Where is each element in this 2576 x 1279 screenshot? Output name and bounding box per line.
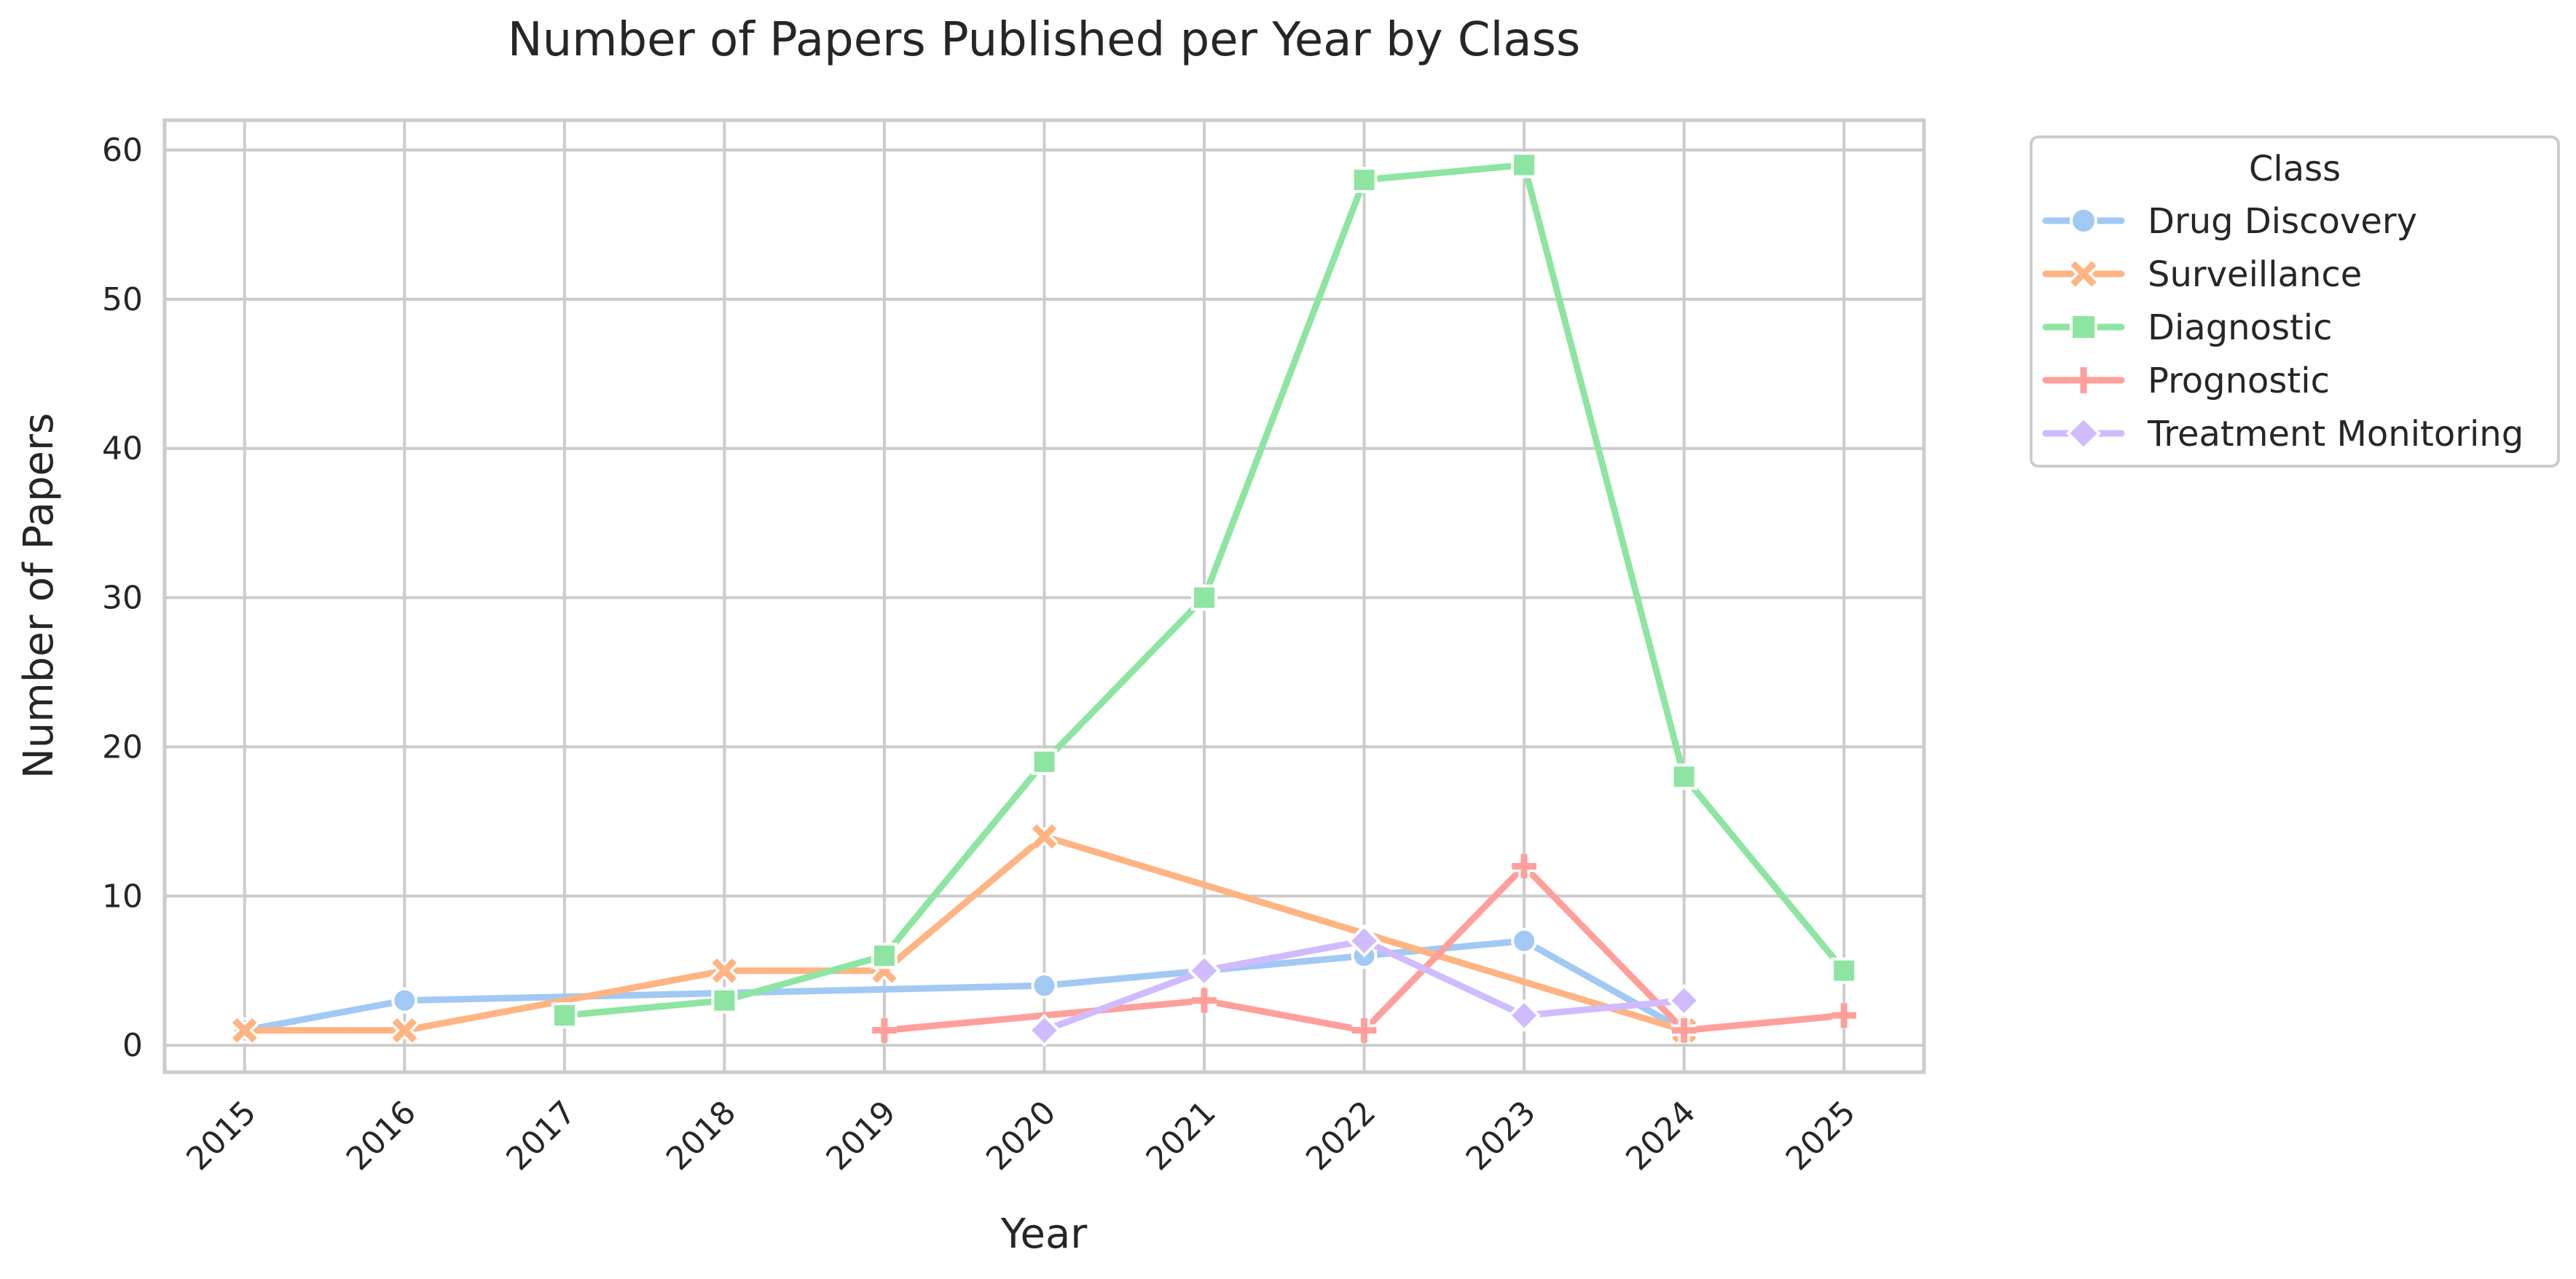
series-prognostic: [872, 854, 1857, 1043]
y-tick-label: 20: [102, 728, 143, 766]
point-marker: [2068, 259, 2099, 289]
point-marker: [2070, 313, 2097, 341]
point-marker: [872, 1018, 897, 1043]
series-diagnostic: [551, 151, 1858, 1029]
point-marker-stroke: [392, 1018, 417, 1043]
point-marker: [1351, 1018, 1377, 1043]
point-marker-stroke: [872, 1018, 897, 1043]
x-tick-label: 2024: [1619, 1094, 1703, 1178]
series-treatment-monitoring: [1027, 924, 1701, 1047]
point-marker-stroke: [1032, 824, 1057, 849]
point-marker: [230, 1016, 259, 1044]
point-marker: [1512, 854, 1536, 879]
x-tick-label: 2018: [659, 1094, 743, 1178]
x-tick-label: 2021: [1139, 1094, 1223, 1178]
point-marker: [871, 942, 898, 969]
legend-item-treatment-monitoring: Treatment Monitoring: [2042, 414, 2524, 454]
legend-item-surveillance: Surveillance: [2042, 254, 2362, 295]
point-marker: [391, 987, 418, 1014]
point-marker: [551, 1002, 578, 1029]
plot-frame: [162, 118, 1926, 1074]
point-marker: [1191, 584, 1218, 611]
point-marker: [1670, 763, 1697, 790]
point-marker-stroke: [1671, 1018, 1697, 1043]
point-marker: [1187, 953, 1221, 988]
point-marker: [711, 987, 738, 1014]
point-marker: [1031, 972, 1058, 999]
point-marker: [2070, 207, 2097, 235]
point-marker: [1511, 927, 1538, 954]
legend-label: Drug Discovery: [2148, 201, 2417, 242]
legend-item-drug-discovery: Drug Discovery: [2042, 201, 2417, 242]
series-line-surveillance: [241, 833, 1688, 1034]
point-marker-stroke: [2070, 367, 2097, 393]
x-tick-label: 2019: [819, 1094, 903, 1178]
legend-title: Class: [2249, 149, 2341, 189]
point-marker: [710, 956, 739, 985]
legend-label: Surveillance: [2148, 254, 2362, 295]
point-marker: [1347, 924, 1381, 958]
point-marker-stroke: [1512, 854, 1536, 879]
point-marker-stroke: [1351, 1018, 1377, 1043]
point-marker: [1671, 1018, 1697, 1043]
legend-label: Treatment Monitoring: [2147, 414, 2524, 454]
y-tick-label: 60: [102, 132, 143, 169]
point-marker: [1667, 983, 1701, 1018]
point-marker: [1351, 166, 1378, 193]
legend-label: Diagnostic: [2148, 307, 2333, 348]
legend-item-prognostic: Prognostic: [2042, 361, 2330, 401]
point-marker: [1031, 748, 1058, 775]
point-marker: [2070, 367, 2097, 393]
y-axis-label: Number of Papers: [15, 413, 63, 779]
y-tick-label: 30: [102, 580, 143, 617]
x-tick-label: 2025: [1779, 1094, 1863, 1178]
legend-label: Prognostic: [2148, 361, 2330, 401]
point-marker-stroke: [2070, 261, 2097, 287]
y-tick-label: 0: [122, 1027, 143, 1064]
x-tick-label: 2015: [179, 1094, 263, 1178]
x-tick-label: 2020: [979, 1094, 1063, 1178]
point-marker: [1030, 822, 1059, 851]
point-marker: [390, 1016, 419, 1044]
point-marker-stroke: [712, 958, 737, 983]
point-marker: [1831, 1003, 1857, 1028]
point-marker: [2065, 415, 2102, 452]
point-marker-stroke: [1192, 988, 1217, 1013]
x-tick-label: 2017: [499, 1094, 583, 1178]
point-marker: [1507, 999, 1541, 1032]
legend-item-diagnostic: Diagnostic: [2042, 307, 2333, 348]
legend-box: [2030, 135, 2560, 468]
x-tick-label: 2022: [1299, 1094, 1383, 1178]
point-marker-stroke: [1831, 1003, 1857, 1028]
y-tick-label: 40: [102, 430, 143, 468]
point-marker: [1511, 151, 1538, 178]
point-marker: [1192, 988, 1217, 1013]
point-marker: [1027, 1013, 1061, 1047]
y-tick-label: 10: [102, 878, 143, 915]
x-axis-label: Year: [1000, 1211, 1088, 1258]
legend: Class Drug Discovery Surveillance Diagnosti…: [2030, 135, 2560, 468]
y-tick-label: 50: [102, 281, 143, 318]
series-line-prognostic: [881, 862, 1847, 1034]
point-marker: [1831, 957, 1858, 984]
chart-title: Number of Papers Published per Year by C…: [508, 13, 1581, 67]
point-marker-stroke: [232, 1018, 257, 1043]
x-tick-label: 2023: [1459, 1094, 1543, 1178]
x-tick-label: 2016: [339, 1094, 423, 1178]
